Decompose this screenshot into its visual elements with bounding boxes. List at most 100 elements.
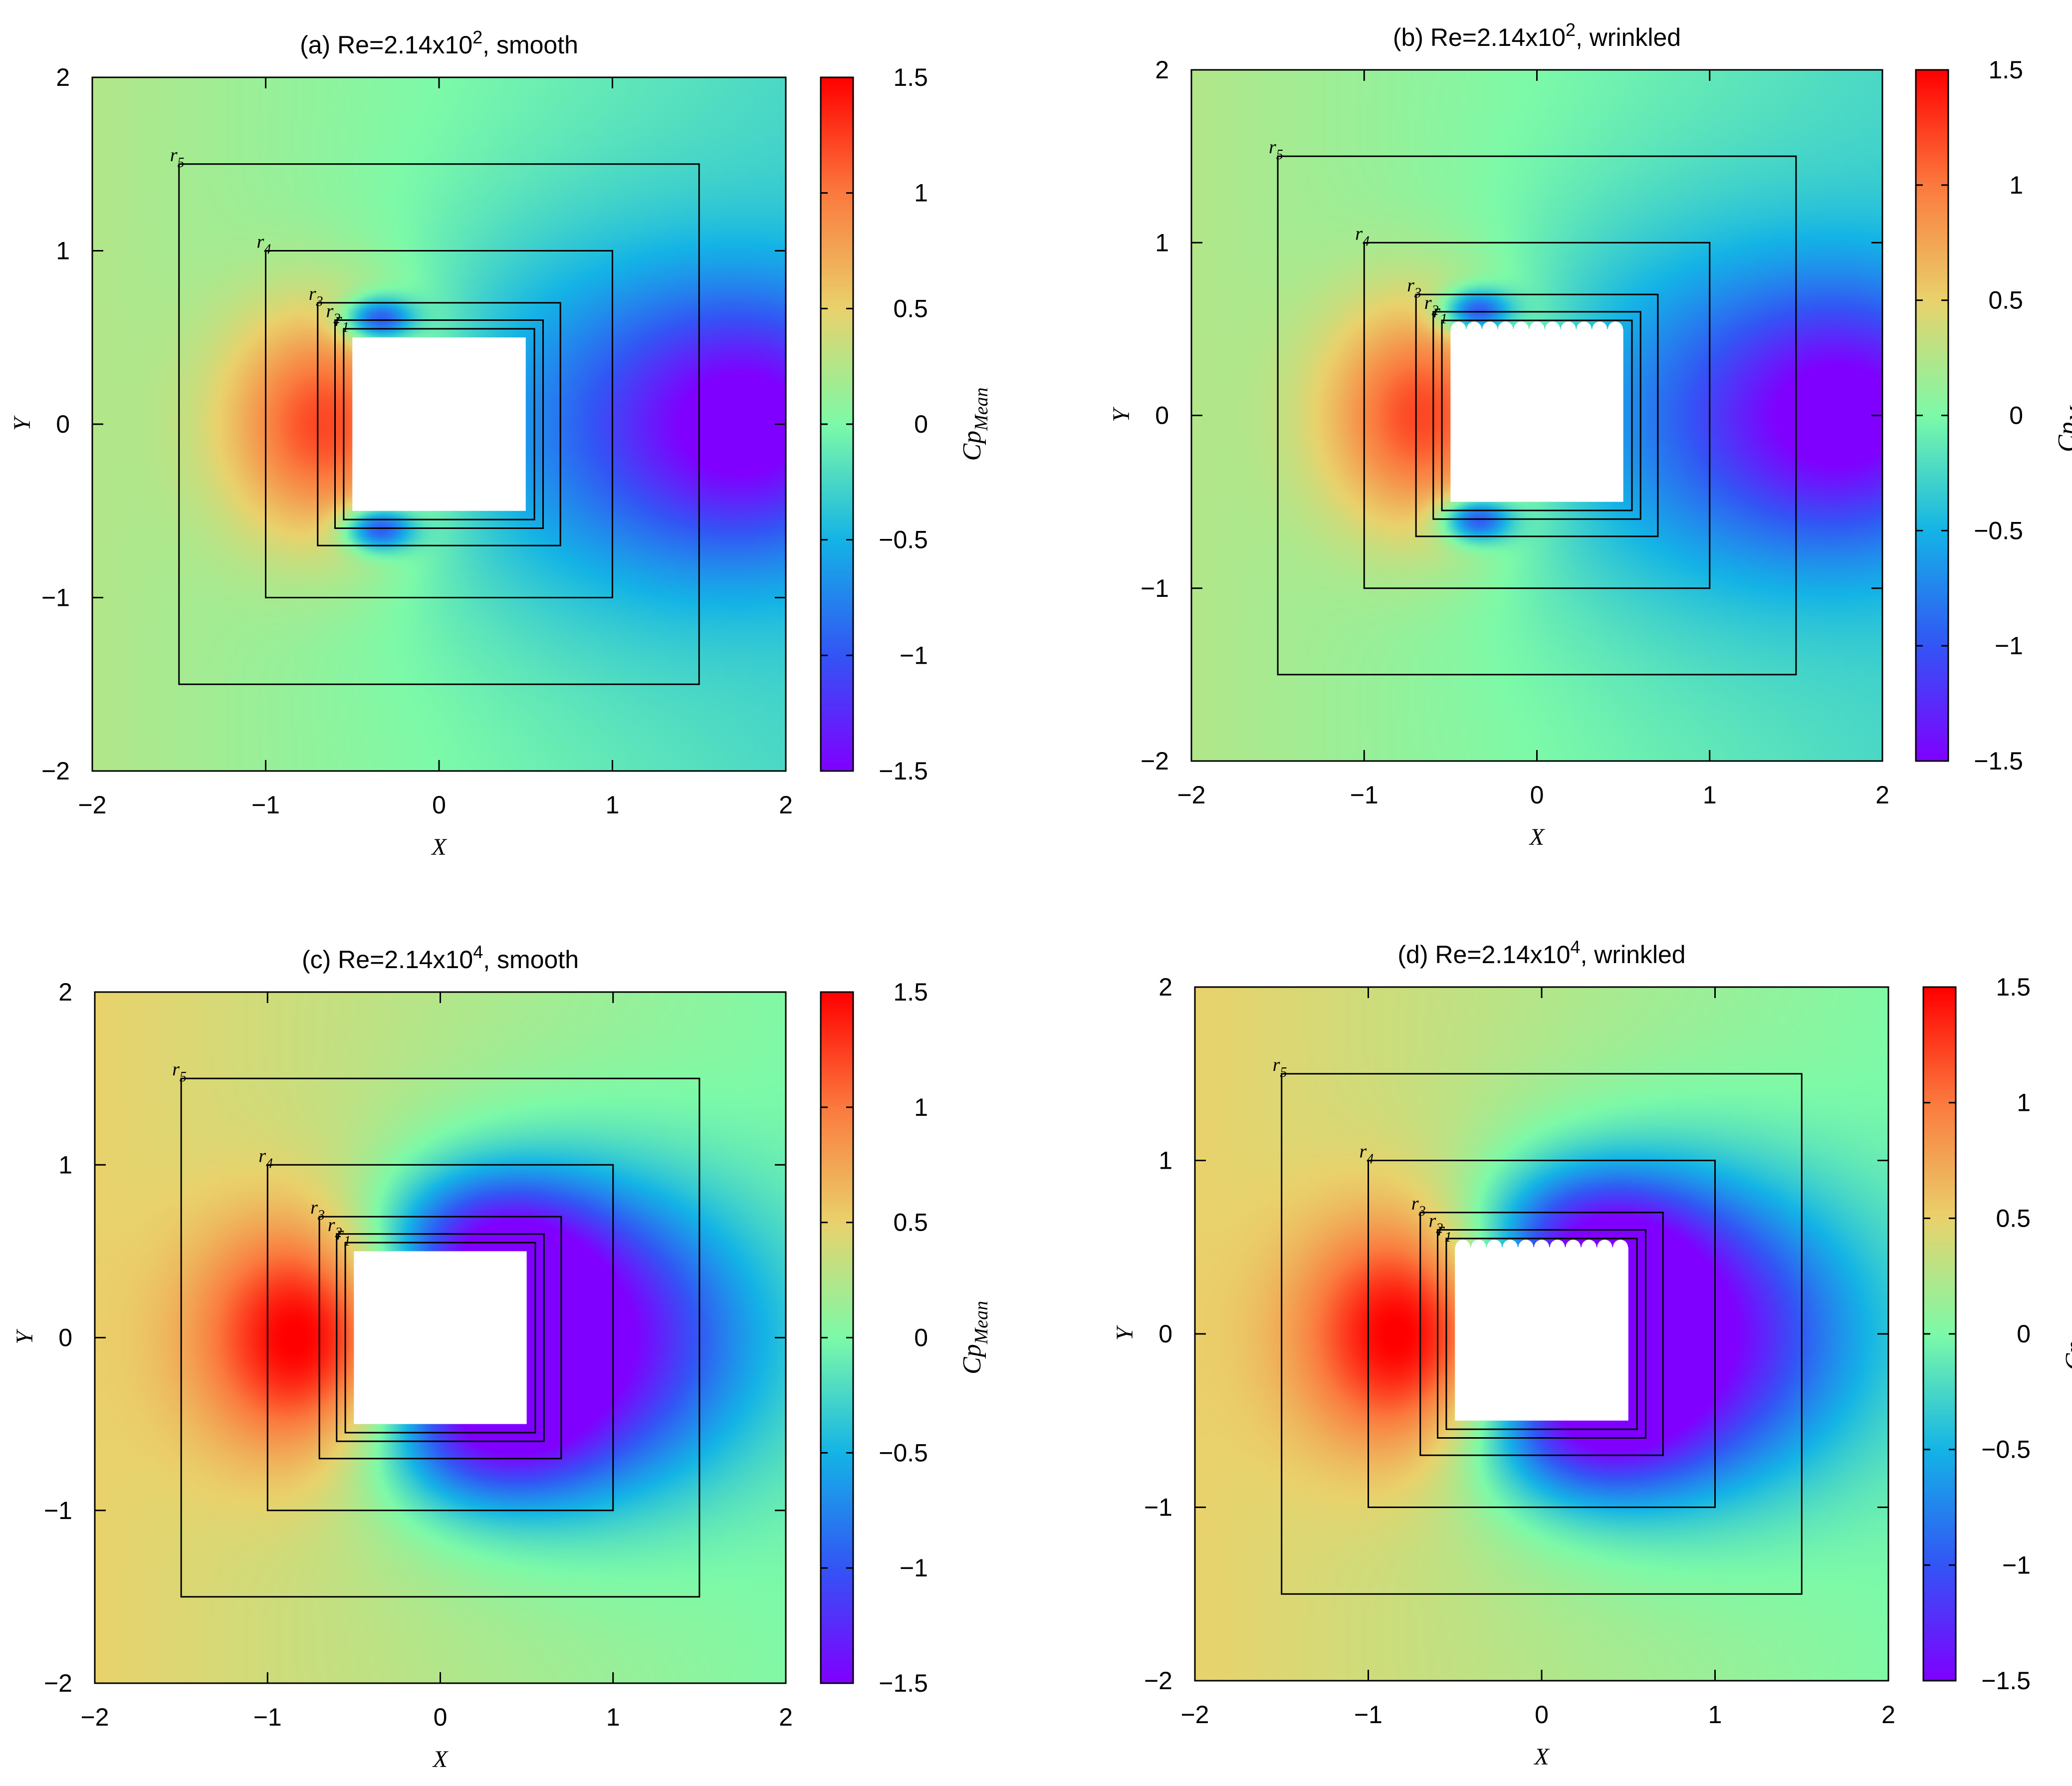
x-tick-label: 0 — [1535, 1701, 1549, 1729]
region-label-r1: r1 — [1433, 301, 1447, 327]
colorbar-tick-label: 1 — [914, 1093, 928, 1121]
square-cylinder-body — [354, 1251, 527, 1424]
wrinkle-bump — [1466, 321, 1482, 337]
region-outline-r5 — [180, 1077, 700, 1598]
region-outline-r4 — [1363, 242, 1711, 589]
region-outline-r5 — [178, 163, 700, 685]
region-outline-r5 — [1277, 155, 1797, 676]
wrinkle-bump — [1576, 321, 1592, 337]
y-tick-label: −1 — [41, 584, 70, 612]
wrinkle-bump — [1608, 321, 1623, 337]
colorbar-tick-label: −0.5 — [1981, 1436, 2031, 1464]
x-tick-label: 1 — [1703, 781, 1717, 809]
y-tick-label: 0 — [1158, 1320, 1172, 1348]
y-tick-label: −1 — [1141, 574, 1169, 602]
wrinkle-bump — [1612, 1240, 1628, 1255]
x-tick-label: 2 — [1875, 781, 1889, 809]
wrinkle-bump — [1502, 1240, 1518, 1255]
colorbar-tick-label: 0 — [2017, 1320, 2031, 1348]
colorbar-tick-label: 0.5 — [1988, 286, 2023, 314]
x-tick-label: −1 — [1354, 1701, 1382, 1729]
region-label-r5: r5 — [172, 1059, 187, 1085]
y-tick-label: 1 — [1155, 229, 1169, 256]
y-tick-label: −2 — [1141, 747, 1169, 775]
region-label-r5: r5 — [170, 145, 185, 171]
wrinkle-bump — [1592, 321, 1608, 337]
x-tick-label: 0 — [432, 791, 446, 819]
wrinkle-bump — [1482, 321, 1498, 337]
x-tick-label: −2 — [1180, 1701, 1209, 1729]
colorbar-tick-label: 0.5 — [893, 294, 928, 322]
y-tick-label: −1 — [44, 1497, 72, 1525]
wrinkle-bump — [1451, 321, 1466, 337]
colorbar-label: CpMean — [2061, 1297, 2072, 1370]
panel-title: (a) Re=2.14x102, smooth — [300, 27, 578, 59]
x-tick-label: 2 — [779, 1703, 793, 1731]
colorbar-tick-label: −1.5 — [1974, 747, 2023, 775]
y-tick-label: 1 — [56, 237, 70, 265]
x-axis-label: X — [431, 834, 447, 860]
x-tick-label: −2 — [1177, 781, 1205, 809]
colorbar-tick-label: 1.5 — [1996, 973, 2031, 1001]
wrinkle-bump — [1498, 321, 1513, 337]
region-outline-r1 — [344, 1242, 536, 1434]
x-tick-label: 2 — [1881, 1701, 1895, 1729]
colorbar: −1.5 −1 −0.5 0 0.5 1 1.5 CpMean — [820, 63, 992, 785]
x-tick-label: 0 — [434, 1703, 448, 1731]
region-label-r3: r3 — [1411, 1193, 1426, 1219]
region-outline-r3 — [1415, 293, 1659, 537]
x-axis-label: X — [1533, 1744, 1550, 1770]
region-outline-r1 — [1441, 319, 1633, 511]
wrinkle-bump — [1561, 321, 1576, 337]
y-axis-label: Y — [9, 415, 35, 431]
y-tick-label: −1 — [1144, 1494, 1172, 1522]
colorbar-tick-label: 0 — [914, 410, 928, 438]
y-tick-label: −2 — [41, 757, 70, 785]
x-tick-label: 2 — [779, 791, 793, 819]
square-cylinder-body — [1455, 1247, 1628, 1421]
y-tick-label: 2 — [58, 978, 72, 1006]
region-outline-r1 — [1445, 1238, 1638, 1430]
colorbar-tick-label: −1.5 — [1981, 1667, 2031, 1695]
region-outline-r4 — [1368, 1160, 1716, 1508]
y-axis-label: Y — [1108, 407, 1135, 422]
wrinkle-bump — [1518, 1240, 1534, 1255]
x-tick-label: −1 — [253, 1703, 282, 1731]
y-tick-label: 0 — [56, 410, 70, 438]
panel-title: (d) Re=2.14x104, wrinkled — [1397, 937, 1685, 969]
colorbar-tick-label: −0.5 — [1974, 516, 2023, 544]
colorbar-label: CpMean — [958, 1301, 992, 1374]
region-outline-r3 — [1419, 1212, 1664, 1456]
region-label-r5: r5 — [1273, 1054, 1287, 1080]
panel-title: (b) Re=2.14x102, wrinkled — [1393, 19, 1681, 51]
y-tick-label: 1 — [1158, 1147, 1172, 1175]
colorbar: −1.5 −1 −0.5 0 0.5 1 1.5 CpMean — [1915, 56, 2072, 775]
x-tick-label: 0 — [1530, 781, 1544, 809]
region-label-r4: r4 — [1355, 223, 1370, 249]
wrinkle-bump — [1550, 1240, 1565, 1255]
region-label-r2: r2 — [326, 301, 341, 327]
x-tick-label: −1 — [251, 791, 280, 819]
x-tick-label: −1 — [1350, 781, 1379, 809]
region-label-r4: r4 — [257, 232, 271, 257]
wrinkle-bump — [1529, 321, 1545, 337]
y-tick-label: 2 — [1155, 56, 1169, 84]
colorbar-tick-label: 1.5 — [893, 978, 928, 1006]
x-tick-label: 1 — [606, 1703, 620, 1731]
y-tick-label: 2 — [1158, 973, 1172, 1001]
region-label-r2: r2 — [1424, 292, 1439, 318]
colorbar-tick-label: −1 — [900, 1554, 928, 1582]
colorbar-tick-label: 1 — [914, 179, 928, 207]
region-outline-r5 — [1281, 1073, 1803, 1595]
region-label-r3: r3 — [310, 1197, 325, 1223]
region-outline-r3 — [318, 1216, 562, 1460]
colorbar-label: CpMean — [2053, 379, 2072, 452]
region-outline-r2 — [336, 1233, 545, 1442]
region-label-r2: r2 — [328, 1215, 342, 1241]
wrinkle-bump — [1581, 1240, 1597, 1255]
y-tick-label: 2 — [56, 63, 70, 91]
wrinkle-bump — [1597, 1240, 1612, 1255]
